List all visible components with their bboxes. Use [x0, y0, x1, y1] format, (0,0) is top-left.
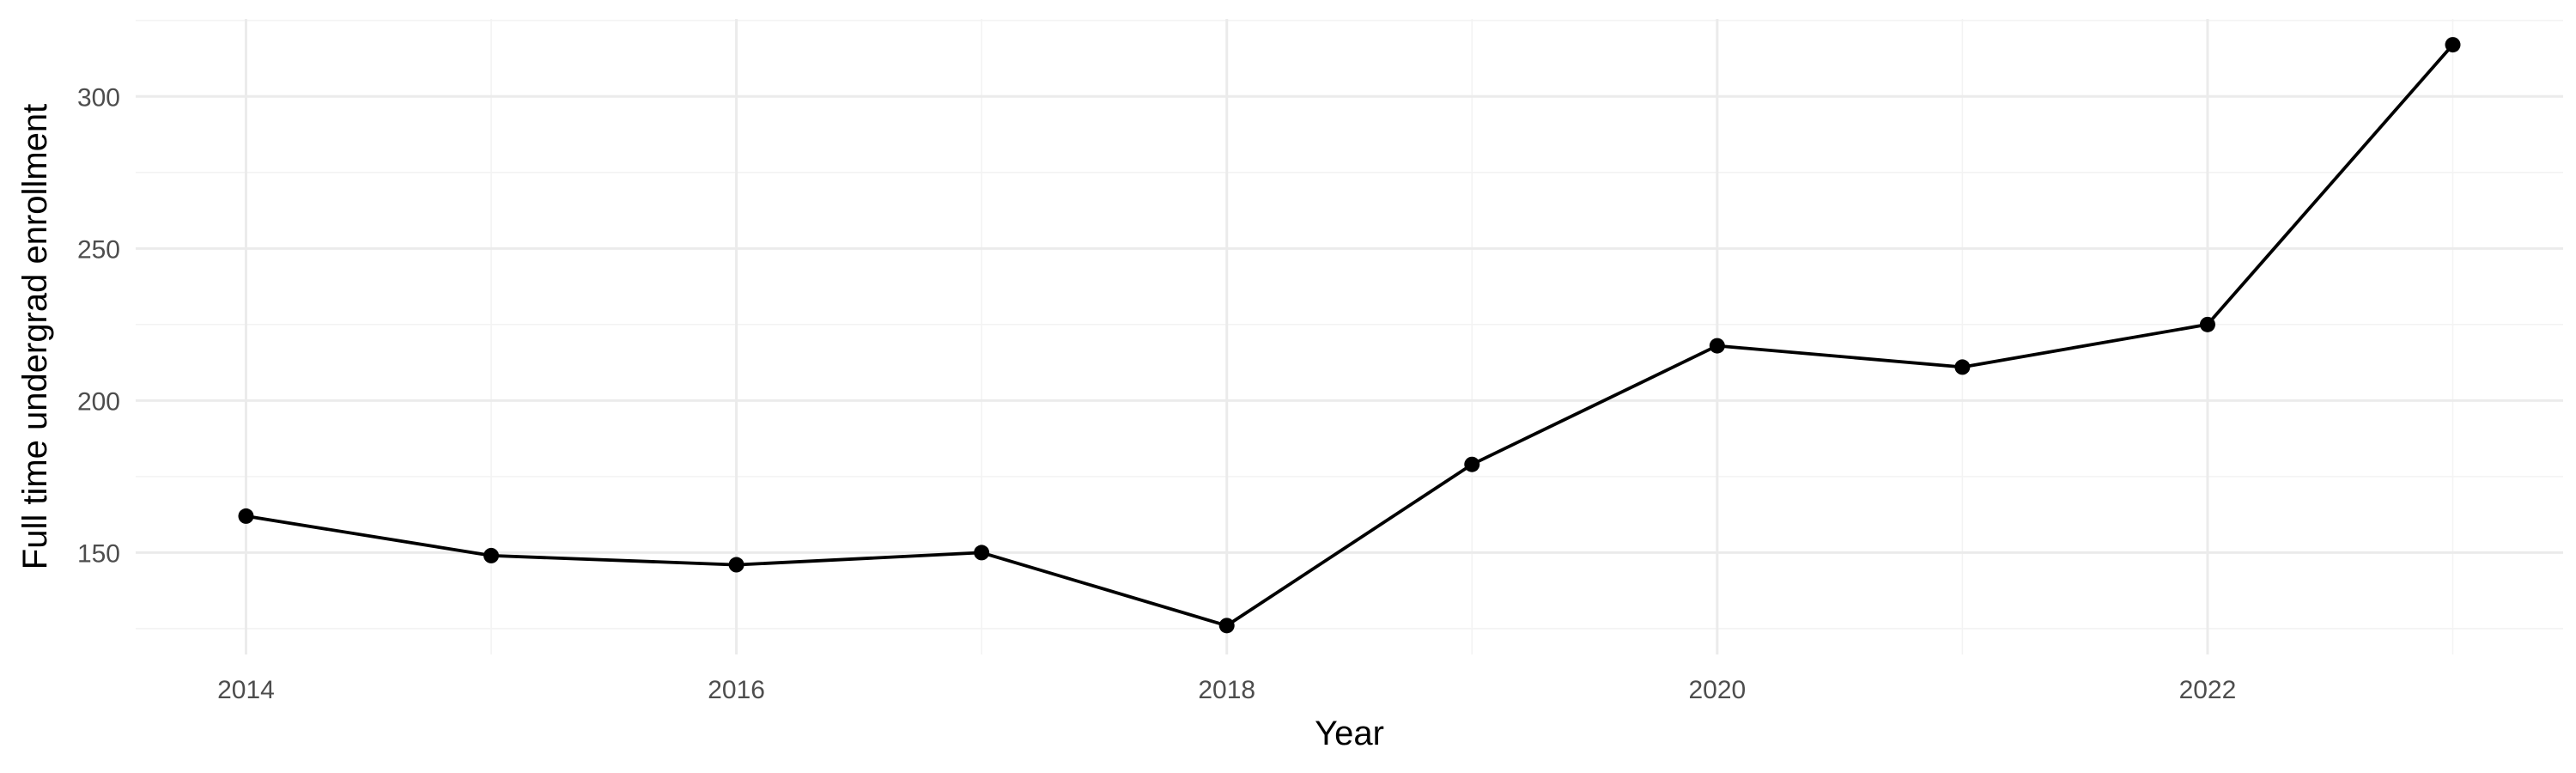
data-point-2022 — [2199, 316, 2215, 332]
data-point-2023 — [2445, 37, 2461, 53]
y-tick-label-250: 250 — [77, 235, 120, 264]
data-point-2021 — [1954, 359, 1971, 375]
x-axis-tick-labels: 2014 2016 2018 2020 2022 — [217, 676, 2236, 704]
gridlines — [136, 19, 2563, 654]
y-tick-label-300: 300 — [77, 83, 120, 112]
data-point-2014 — [238, 508, 254, 524]
series-line — [246, 43, 2454, 628]
data-point-2015 — [483, 547, 500, 563]
x-axis-title: Year — [1315, 715, 1384, 752]
x-tick-label-2016: 2016 — [708, 676, 765, 704]
y-axis-tick-labels: 150 200 250 300 — [77, 83, 120, 568]
series-layer — [238, 37, 2461, 634]
data-point-2018 — [1218, 618, 1235, 634]
x-tick-label-2022: 2022 — [2179, 676, 2237, 704]
x-tick-label-2014: 2014 — [217, 676, 275, 704]
x-tick-label-2020: 2020 — [1688, 676, 1746, 704]
x-tick-label-2018: 2018 — [1198, 676, 1255, 704]
data-point-2017 — [974, 545, 990, 561]
y-tick-label-200: 200 — [77, 387, 120, 416]
y-axis-title: Full time undergrad enrollment — [16, 104, 54, 569]
data-point-2016 — [728, 557, 744, 573]
data-point-2020 — [1709, 338, 1725, 354]
data-point-2019 — [1464, 456, 1480, 472]
y-tick-label-150: 150 — [77, 539, 120, 568]
